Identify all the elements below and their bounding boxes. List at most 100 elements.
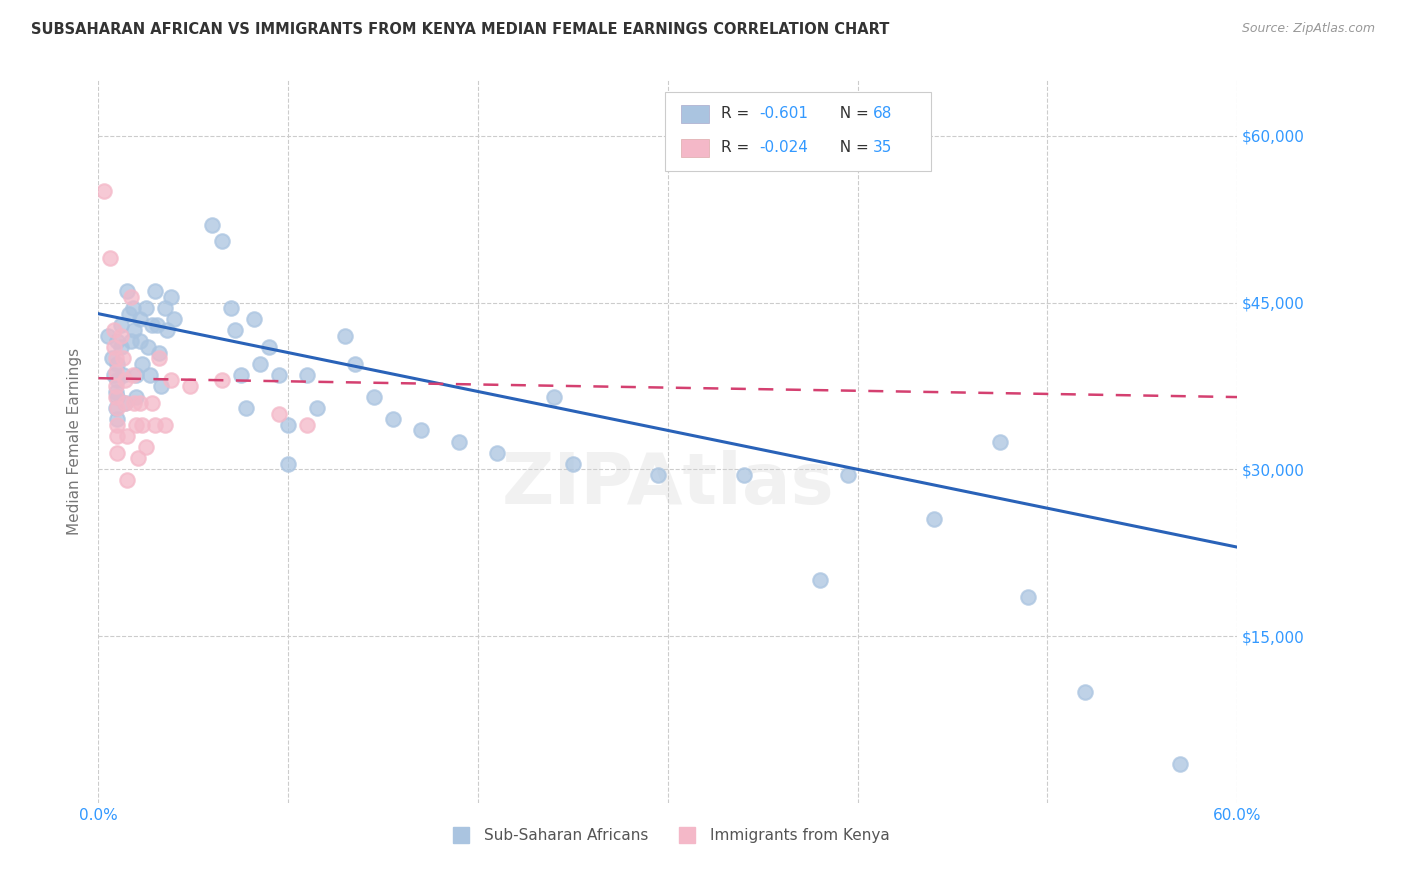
Point: [120, 334, 142, 349]
Text: N =: N =: [830, 106, 873, 120]
Point: [107, 390, 129, 404]
Point: [135, 301, 157, 315]
Point: [93, 185, 115, 199]
Point: [129, 312, 152, 326]
Point: [120, 290, 142, 304]
Point: [305, 401, 328, 416]
Point: [153, 417, 176, 432]
Point: [224, 323, 246, 337]
Point: [1170, 756, 1192, 771]
Point: [129, 334, 152, 349]
Point: [115, 429, 138, 443]
Point: [107, 445, 129, 459]
Point: [112, 351, 135, 366]
Point: [141, 318, 163, 332]
Point: [107, 412, 129, 426]
Point: [486, 445, 509, 459]
Point: [125, 368, 148, 382]
Text: Source: ZipAtlas.com: Source: ZipAtlas.com: [1241, 22, 1375, 36]
Point: [1074, 684, 1097, 698]
Text: -0.024: -0.024: [759, 140, 808, 154]
Point: [131, 357, 153, 371]
Point: [115, 285, 138, 299]
Point: [125, 417, 148, 432]
Point: [808, 574, 831, 588]
Point: [136, 340, 159, 354]
Point: [145, 417, 167, 432]
Point: [235, 401, 257, 416]
Point: [135, 440, 157, 454]
Point: [259, 340, 281, 354]
Point: [104, 364, 127, 378]
Point: [107, 373, 129, 387]
Point: [277, 417, 299, 432]
Point: [124, 323, 146, 337]
Legend: Sub-Saharan Africans, Immigrants from Kenya: Sub-Saharan Africans, Immigrants from Ke…: [440, 822, 896, 849]
Point: [146, 318, 169, 332]
Point: [243, 312, 266, 326]
Point: [103, 323, 125, 337]
Point: [112, 368, 135, 382]
Point: [141, 395, 163, 409]
Point: [267, 407, 290, 421]
Point: [363, 390, 385, 404]
Point: [837, 467, 859, 482]
Point: [159, 373, 181, 387]
Point: [201, 218, 224, 232]
Point: [104, 379, 127, 393]
Text: 68: 68: [873, 106, 893, 120]
Point: [211, 373, 233, 387]
Point: [159, 290, 181, 304]
Point: [449, 434, 471, 449]
Point: [150, 379, 173, 393]
Y-axis label: Median Female Earnings: Median Female Earnings: [67, 348, 83, 535]
Text: R =: R =: [721, 106, 755, 120]
Point: [129, 395, 152, 409]
Point: [229, 368, 252, 382]
Point: [163, 312, 186, 326]
Point: [121, 368, 143, 382]
Point: [411, 424, 433, 438]
Point: [114, 395, 136, 409]
Point: [103, 340, 125, 354]
Point: [297, 417, 319, 432]
Point: [125, 390, 148, 404]
Point: [179, 379, 201, 393]
Point: [107, 334, 129, 349]
Point: [110, 340, 132, 354]
Point: [221, 301, 243, 315]
Point: [110, 329, 132, 343]
Point: [153, 301, 176, 315]
Point: [118, 307, 141, 321]
Text: ZIPAtlas: ZIPAtlas: [502, 450, 834, 519]
Point: [98, 251, 121, 265]
Point: [138, 368, 160, 382]
Point: [104, 384, 127, 399]
Point: [107, 357, 129, 371]
Point: [343, 357, 366, 371]
Point: [297, 368, 319, 382]
Point: [381, 412, 404, 426]
Point: [647, 467, 669, 482]
Text: SUBSAHARAN AFRICAN VS IMMIGRANTS FROM KENYA MEDIAN FEMALE EARNINGS CORRELATION C: SUBSAHARAN AFRICAN VS IMMIGRANTS FROM KE…: [31, 22, 890, 37]
Text: -0.601: -0.601: [759, 106, 808, 120]
Point: [103, 368, 125, 382]
Point: [121, 301, 143, 315]
Point: [543, 390, 565, 404]
Point: [104, 390, 127, 404]
Point: [107, 417, 129, 432]
Point: [114, 373, 136, 387]
Point: [124, 395, 146, 409]
Text: R =: R =: [721, 140, 755, 154]
Point: [145, 285, 167, 299]
Point: [148, 351, 170, 366]
Point: [131, 417, 153, 432]
Point: [335, 329, 357, 343]
Point: [156, 323, 179, 337]
Point: [104, 351, 127, 366]
Point: [110, 318, 132, 332]
Text: 35: 35: [873, 140, 893, 154]
Point: [562, 457, 585, 471]
Point: [1018, 590, 1040, 604]
Point: [277, 457, 299, 471]
